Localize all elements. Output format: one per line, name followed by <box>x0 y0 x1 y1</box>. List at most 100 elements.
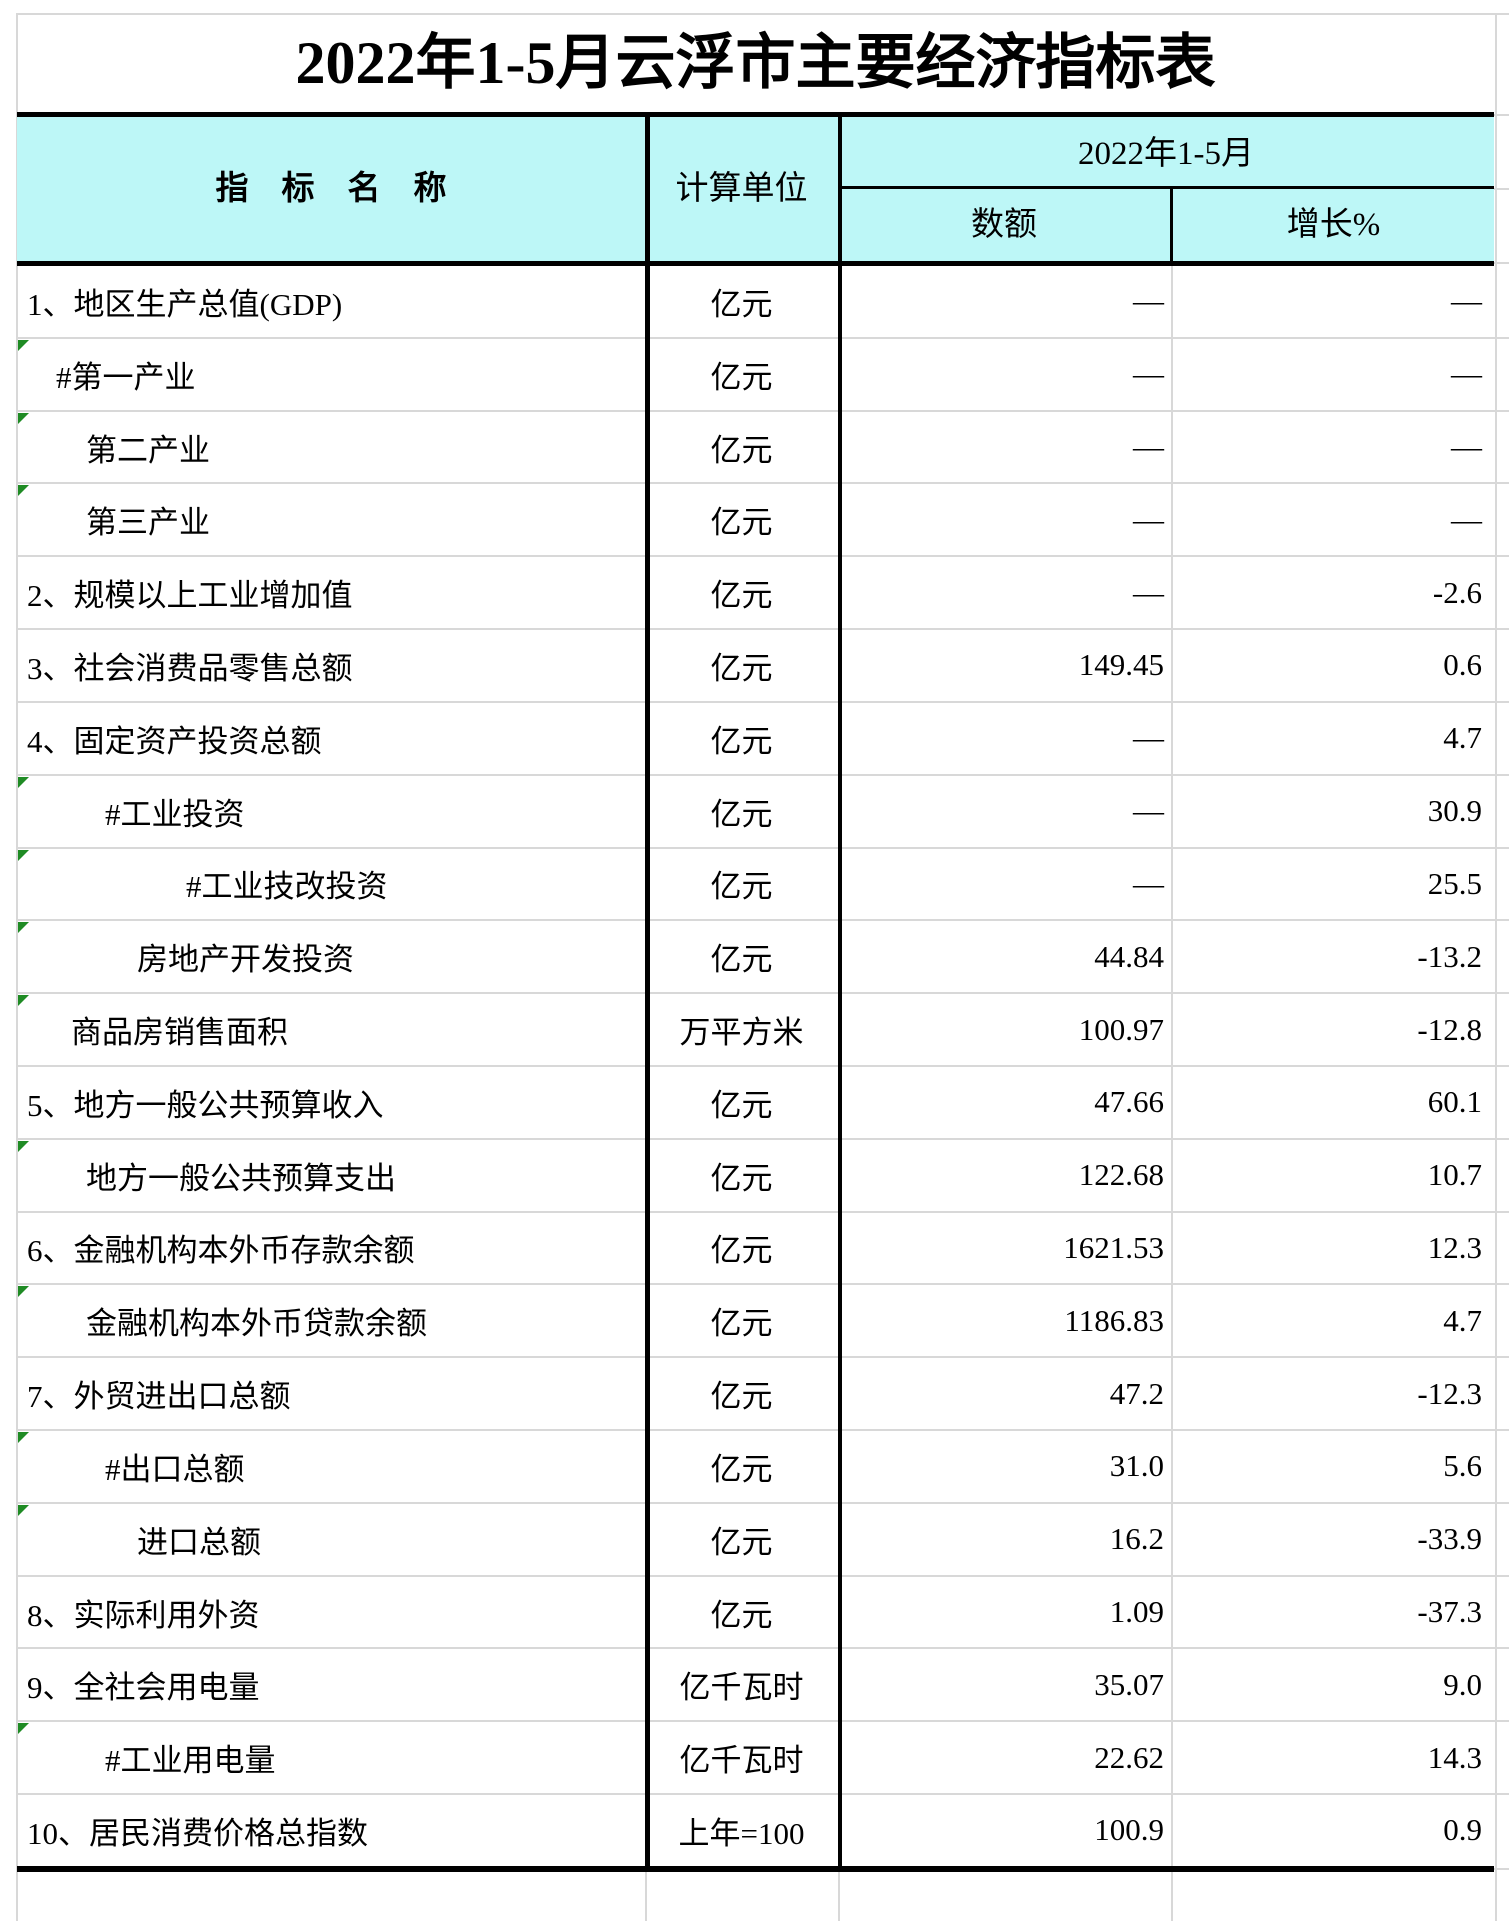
header-unit: 计算单位 <box>675 171 808 207</box>
table-header: 指 标 名 称 计算单位 2022年1-5月 数额 增长% <box>17 117 1494 261</box>
row-unit: 亿元 <box>710 723 773 759</box>
gridline-right <box>1495 13 1497 1921</box>
row-growth: 30.9 <box>1427 793 1482 829</box>
gridline-footer-col1 <box>645 1872 647 1921</box>
row-label: #工业用电量 <box>105 1743 276 1779</box>
green-corner-marker-icon <box>18 1432 29 1443</box>
row-growth: 14.3 <box>1427 1739 1482 1775</box>
row-unit: 亿元 <box>710 942 773 978</box>
row-unit: 亿元 <box>710 1379 773 1415</box>
row-amount: — <box>1133 720 1164 756</box>
table-row: 地方一般公共预算支出 亿元 122.68 10.7 <box>17 1140 1509 1213</box>
border-table-bottom <box>17 1866 1494 1872</box>
table-row: 1、地区生产总值(GDP) 亿元 — — <box>17 266 1509 339</box>
row-amount: — <box>1133 356 1164 392</box>
row-growth: 0.9 <box>1443 1812 1482 1848</box>
row-label: #工业技改投资 <box>186 869 388 905</box>
row-amount: 122.68 <box>1078 1157 1164 1193</box>
row-growth: -33.9 <box>1417 1521 1482 1557</box>
row-amount: 149.45 <box>1078 647 1164 683</box>
green-corner-marker-icon <box>18 995 29 1007</box>
table-row: 10、居民消费价格总指数 上年=100 100.9 0.9 <box>17 1795 1509 1866</box>
row-unit: 亿元 <box>710 869 773 905</box>
table-row: 第三产业 亿元 — — <box>17 484 1509 558</box>
table-row: 第二产业 亿元 — — <box>17 412 1509 485</box>
green-corner-marker-icon <box>18 1504 29 1516</box>
row-growth: -12.3 <box>1417 1375 1482 1411</box>
row-amount: — <box>1133 429 1164 465</box>
row-growth: 60.1 <box>1427 1084 1482 1120</box>
row-growth: 9.0 <box>1443 1666 1482 1702</box>
row-unit: 亿元 <box>710 432 773 468</box>
table-row: #出口总额 亿元 31.0 5.6 <box>17 1431 1509 1504</box>
row-growth: 5.6 <box>1443 1448 1482 1484</box>
row-label: 4、固定资产投资总额 <box>27 723 322 759</box>
row-unit: 亿元 <box>710 1306 773 1342</box>
green-corner-marker-icon <box>18 1286 29 1298</box>
green-corner-marker-icon <box>18 412 29 424</box>
row-unit: 亿元 <box>710 286 773 322</box>
table-row: 3、社会消费品零售总额 亿元 149.45 0.6 <box>17 630 1509 703</box>
header-growth-percent: 增长% <box>1286 207 1381 243</box>
row-unit: 亿元 <box>710 359 773 395</box>
row-amount: 35.07 <box>1094 1666 1164 1702</box>
table-row: #工业技改投资 亿元 — 25.5 <box>17 849 1509 922</box>
row-label: #出口总额 <box>105 1451 245 1487</box>
row-label: 6、金融机构本外币存款余额 <box>27 1233 415 1269</box>
row-unit: 亿千瓦时 <box>679 1670 804 1706</box>
gridline-footer-col3 <box>1171 1872 1173 1921</box>
row-unit: 亿元 <box>710 1451 773 1487</box>
row-growth: 4.7 <box>1443 1302 1482 1338</box>
row-unit: 亿元 <box>710 650 773 686</box>
row-growth: — <box>1451 429 1482 465</box>
row-amount: 100.9 <box>1094 1812 1164 1848</box>
row-amount: — <box>1133 501 1164 537</box>
table-row: 4、固定资产投资总额 亿元 — 4.7 <box>17 703 1509 776</box>
row-label: 5、地方一般公共预算收入 <box>27 1087 384 1123</box>
row-label: 9、全社会用电量 <box>27 1670 260 1706</box>
row-amount: 16.2 <box>1109 1521 1164 1557</box>
row-growth: -37.3 <box>1417 1594 1482 1630</box>
row-growth: -2.6 <box>1432 574 1482 610</box>
table-row: #工业投资 亿元 — 30.9 <box>17 776 1509 849</box>
header-amount: 数额 <box>971 207 1037 243</box>
border-unit-right <box>838 112 842 1872</box>
row-unit: 亿千瓦时 <box>679 1743 804 1779</box>
row-unit: 亿元 <box>710 505 773 541</box>
table-row: 9、全社会用电量 亿千瓦时 35.07 9.0 <box>17 1649 1509 1723</box>
green-corner-marker-icon <box>18 776 29 788</box>
row-amount: 47.2 <box>1109 1375 1164 1411</box>
row-label: 第三产业 <box>86 505 210 541</box>
row-amount: — <box>1133 865 1164 901</box>
row-label: 7、外贸进出口总额 <box>27 1379 291 1415</box>
row-label: 8、实际利用外资 <box>27 1597 260 1633</box>
row-label: 第二产业 <box>86 432 210 468</box>
gridline-left <box>16 13 18 1921</box>
row-label: 房地产开发投资 <box>137 942 354 978</box>
row-unit: 亿元 <box>710 1524 773 1560</box>
table-row: 房地产开发投资 亿元 44.84 -13.2 <box>17 921 1509 995</box>
border-amount-growth-header <box>1170 186 1173 266</box>
table-row: 8、实际利用外资 亿元 1.09 -37.3 <box>17 1577 1509 1650</box>
table-row: 2、规模以上工业增加值 亿元 — -2.6 <box>17 557 1509 631</box>
gridline-top <box>17 13 1509 15</box>
row-amount: 31.0 <box>1109 1448 1164 1484</box>
row-amount: — <box>1133 793 1164 829</box>
green-corner-marker-icon <box>18 1723 29 1735</box>
row-amount: — <box>1133 574 1164 610</box>
row-unit: 亿元 <box>710 578 773 614</box>
green-corner-marker-icon <box>18 1140 29 1152</box>
row-growth: 4.7 <box>1443 720 1482 756</box>
row-growth: — <box>1451 501 1482 537</box>
row-label: 3、社会消费品零售总额 <box>27 650 353 686</box>
row-amount: 1.09 <box>1109 1594 1164 1630</box>
row-label: #工业投资 <box>105 796 245 832</box>
row-growth: -12.8 <box>1417 1011 1482 1047</box>
table-row: 金融机构本外币贷款余额 亿元 1186.83 4.7 <box>17 1285 1509 1359</box>
row-growth: 0.6 <box>1443 647 1482 683</box>
row-label: 金融机构本外币贷款余额 <box>86 1306 427 1342</box>
border-table-top <box>17 112 1494 117</box>
green-corner-marker-icon <box>18 849 29 861</box>
border-indicator-right <box>645 112 650 1872</box>
